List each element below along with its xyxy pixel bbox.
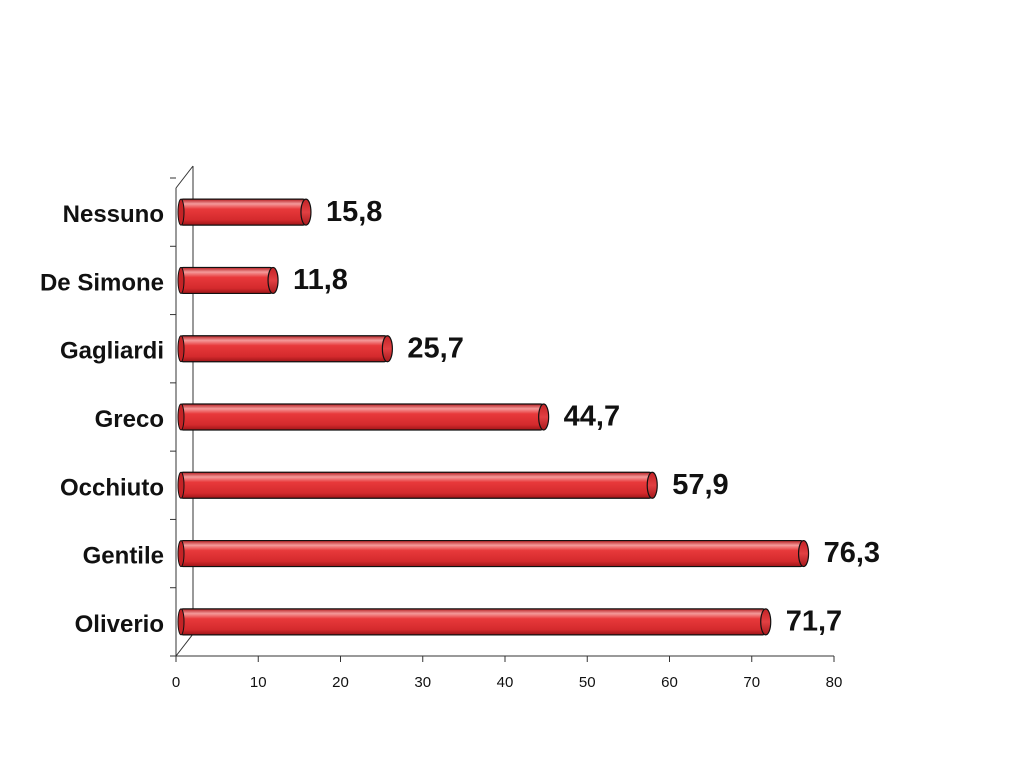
x-tick-label: 30 <box>414 674 431 691</box>
x-tick-label: 50 <box>579 674 596 691</box>
bar-cap <box>760 608 772 636</box>
bar-cap <box>300 198 312 226</box>
bar-cap <box>538 403 550 431</box>
bar-de-simone <box>179 266 274 295</box>
floor-depth-edge <box>175 633 194 657</box>
category-label: Oliverio <box>75 611 164 638</box>
bar-greco <box>179 403 545 431</box>
bar-occhiuto <box>179 471 653 499</box>
bar-gentile <box>179 539 805 568</box>
x-tick-label: 20 <box>332 674 349 691</box>
y-axis-top-edge <box>175 165 194 189</box>
category-label: De Simone <box>40 269 164 296</box>
bar-cap <box>646 471 658 499</box>
bar-left-end <box>177 198 185 226</box>
bar-cap <box>381 335 393 363</box>
x-tick-label: 60 <box>661 674 678 691</box>
x-tick-label: 40 <box>497 674 514 691</box>
bar-cap <box>797 539 810 568</box>
value-label: 57,9 <box>672 469 728 501</box>
value-label: 11,8 <box>293 264 348 296</box>
value-label: 76,3 <box>824 537 880 569</box>
category-label: Occhiuto <box>60 474 164 501</box>
x-tick-label: 0 <box>172 674 180 691</box>
x-tick-label: 70 <box>743 674 760 691</box>
x-tick-label: 10 <box>250 674 267 691</box>
value-label: 44,7 <box>564 401 620 433</box>
bar-left-end <box>177 335 185 363</box>
bar-left-end <box>177 471 185 499</box>
bar-gagliardi <box>179 335 388 363</box>
value-label: 15,8 <box>326 196 382 228</box>
bars <box>177 198 810 636</box>
x-tick-label: 80 <box>826 674 843 691</box>
bar-left-end <box>177 266 185 294</box>
category-label: Greco <box>95 406 164 433</box>
bar-oliverio <box>179 608 767 636</box>
category-label: Gentile <box>83 543 164 570</box>
bar-nessuno <box>179 198 307 226</box>
value-label: 71,7 <box>786 606 842 638</box>
labels: 0 10 20 30 40 50 60 70 80 15,8 Nessuno 11,8 De Simon… <box>40 196 880 691</box>
bar-cap <box>267 266 279 295</box>
bar-left-end <box>177 540 185 568</box>
category-label: Gagliardi <box>60 338 164 365</box>
category-label: Nessuno <box>63 201 164 228</box>
bar-left-end <box>177 403 185 431</box>
bar-left-end <box>177 608 185 636</box>
value-label: 25,7 <box>407 332 463 364</box>
